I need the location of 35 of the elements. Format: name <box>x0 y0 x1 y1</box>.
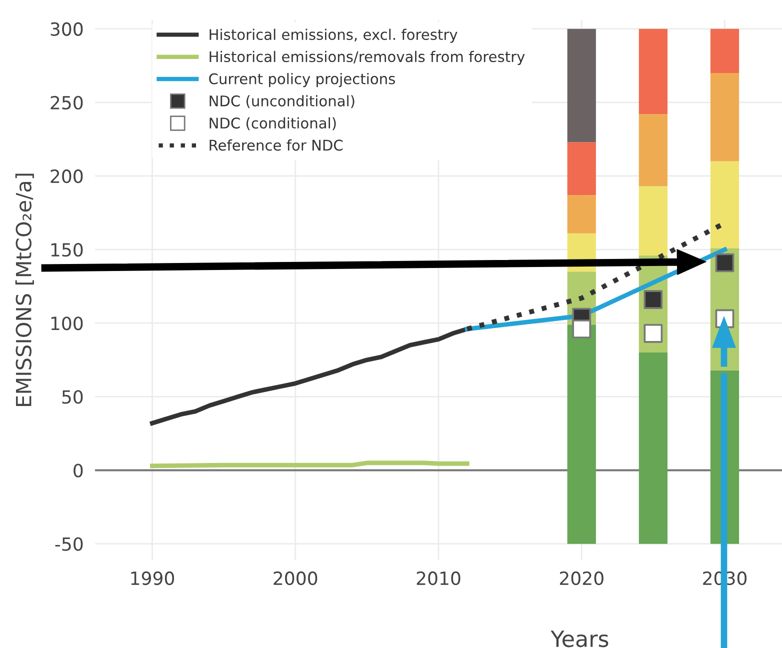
y-tick-label: 200 <box>50 169 83 184</box>
x-tick-label: 2020 <box>560 571 604 586</box>
point <box>644 290 663 309</box>
point <box>572 320 592 338</box>
x-tick-label: 2010 <box>416 571 460 586</box>
bar <box>638 114 668 186</box>
y-tick-label: 150 <box>51 242 83 257</box>
y-tick-label: 0 <box>74 464 83 478</box>
y-tick-label: -50 <box>55 537 83 551</box>
y-tick-label: 100 <box>51 316 83 330</box>
bar <box>567 195 596 234</box>
bar <box>567 142 596 196</box>
bar <box>638 352 668 544</box>
bar <box>638 186 668 256</box>
bar <box>638 28 668 114</box>
bar <box>567 324 596 544</box>
bar <box>567 28 596 142</box>
legend-label: Current policy projections <box>209 73 395 88</box>
point <box>644 324 663 343</box>
bar <box>710 72 740 162</box>
x-tick-label: 2000 <box>274 571 318 586</box>
y-tick-label: 50 <box>62 390 83 404</box>
legend-label: Historical emissions/removals from forestry <box>210 50 525 65</box>
y-tick-label: 300 <box>50 22 83 36</box>
point <box>715 253 734 272</box>
bar <box>710 161 740 248</box>
bar <box>710 28 740 73</box>
legend-label: Historical emissions, excl. forestry <box>210 28 458 43</box>
legend-label: NDC (unconditional) <box>210 95 354 108</box>
y-axis-title: EMISSIONS [MtCO₂e/a] <box>15 174 34 406</box>
x-tick-label: 1990 <box>131 571 174 586</box>
legend-label: Reference for NDC <box>210 139 343 151</box>
y-tick-label: 250 <box>50 96 83 110</box>
x-axis-title: Years <box>550 630 608 648</box>
legend-label: NDC (conditional) <box>210 117 336 130</box>
